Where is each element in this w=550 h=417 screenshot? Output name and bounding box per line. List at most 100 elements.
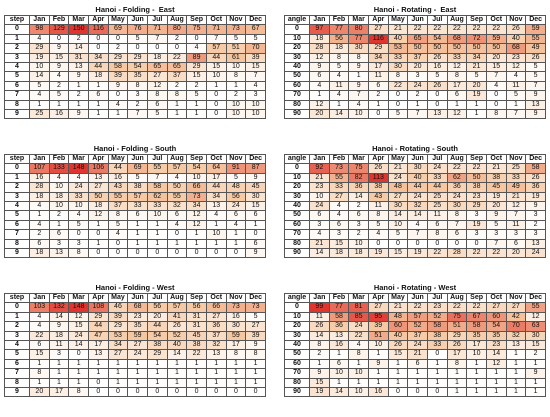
heat-cell: 62 (146, 191, 168, 203)
heat-cell: 73 (225, 24, 247, 35)
table-row: 2 28 10 24 27 43 38 58 50 66 44 48 45 (4, 182, 266, 193)
heat-cell: 40 (166, 340, 188, 351)
heat-cell: 22 (466, 302, 487, 313)
heat-cell: 3 (328, 229, 350, 240)
heat-cell: 98 (29, 24, 50, 35)
heat-cell: 9 (348, 62, 369, 73)
month-header: Feb (48, 292, 70, 304)
heat-cell: 22 (348, 330, 369, 342)
heat-cell: 9 (485, 210, 507, 221)
heat-cell: 1 (186, 238, 207, 250)
panel-title: Hanoi - Rotating - West (373, 283, 457, 292)
heat-cell: 21 (466, 62, 487, 73)
heat-cell: 39 (245, 52, 266, 64)
heat-cell: 73 (328, 163, 350, 174)
heat-cell: 22 (407, 24, 428, 35)
heat-cell: 1 (466, 387, 487, 398)
heat-cell: 34 (87, 52, 109, 64)
heat-cell: 3 (348, 219, 369, 231)
heat-cell: 43 (367, 191, 389, 203)
heat-cell: 27 (146, 71, 168, 82)
heat-cell: 33 (328, 182, 350, 193)
heat-cell: 68 (505, 43, 527, 54)
heat-cell: 46 (107, 302, 129, 313)
heat-cell: 0 (87, 43, 109, 54)
heat-cell: 24 (525, 248, 546, 259)
heat-cell: 2 (525, 219, 546, 231)
heat-cell: 1 (205, 358, 227, 370)
heat-cell: 9 (525, 368, 546, 379)
heat-cell: 3 (466, 229, 487, 240)
heat-cell: 44 (407, 182, 428, 193)
heat-cell: 35 (127, 321, 148, 332)
month-header: Sep (186, 292, 207, 304)
heat-cell: 24 (407, 340, 428, 351)
heat-cell: 75 (446, 311, 468, 323)
heat-cell: 16 (426, 62, 448, 73)
row-label: 80 (284, 377, 310, 389)
heat-cell: 4 (186, 43, 207, 54)
row-label: 7 (4, 229, 30, 240)
heat-cell: 1 (225, 377, 247, 389)
heat-cell: 1 (127, 229, 148, 240)
heatmap-table: angle Jan Feb Mar Apr May Jun Jul Aug Sep Oct Nov De… (284, 292, 546, 398)
month-header: Feb (48, 153, 70, 165)
heat-cell: 1 (348, 71, 369, 82)
table-row: 60 4 11 9 6 22 24 26 17 20 4 11 7 (284, 80, 546, 92)
heat-cell: 0 (205, 109, 227, 120)
row-label: 30 (284, 330, 310, 342)
heat-cell: 19 (29, 52, 50, 64)
heat-cell: 1 (225, 368, 247, 379)
heat-cell: 106 (87, 163, 109, 174)
table-row: 40 24 4 2 11 30 32 25 30 29 20 12 9 (284, 201, 546, 212)
heat-cell: 1 (205, 219, 227, 231)
heat-cell: 3 (48, 238, 70, 250)
heat-cell: 44 (426, 182, 448, 193)
heat-cell: 1 (407, 377, 428, 389)
table-row: 3 19 15 31 34 29 29 18 22 89 44 61 39 (4, 52, 266, 64)
month-header: Dec (245, 292, 266, 304)
heat-cell: 80 (166, 24, 188, 35)
heat-cell: 2 (348, 201, 369, 212)
heat-cell: 1 (407, 99, 428, 111)
month-header: Jun (407, 153, 428, 165)
heat-cell: 17 (446, 80, 468, 92)
heat-cell: 20 (466, 80, 487, 92)
heat-cell: 4 (68, 210, 89, 221)
heat-cell: 10 (309, 191, 330, 203)
heat-cell: 1 (29, 99, 50, 111)
heat-cell: 34 (186, 201, 207, 212)
heat-cell: 27 (505, 302, 527, 313)
heat-cell: 12 (505, 62, 527, 73)
heat-cell: 0 (407, 238, 428, 250)
heat-cell: 58 (525, 163, 546, 174)
heat-cell: 5 (485, 219, 507, 231)
heat-cell: 54 (186, 163, 207, 174)
heat-cell: 38 (186, 340, 207, 351)
heatmap-table: angle Jan Feb Mar Apr May Jun Jul Aug Sep Oct Nov De… (284, 14, 546, 120)
heat-cell: 0 (367, 238, 389, 250)
heat-cell: 0 (225, 387, 247, 398)
panel-folding-east: Hanoi - Folding - East step Jan Feb Mar Apr M… (4, 5, 266, 120)
heat-cell: 44 (87, 321, 109, 332)
heat-cell: 148 (68, 163, 89, 174)
heat-cell: 15 (328, 238, 350, 250)
heat-cell: 24 (68, 330, 89, 342)
heat-cell: 15 (205, 62, 227, 73)
heat-cell: 16 (48, 109, 70, 120)
heat-cell: 58 (466, 321, 487, 332)
heat-cell: 4 (107, 99, 129, 111)
heat-cell: 31 (186, 311, 207, 323)
heat-cell: 27 (205, 311, 227, 323)
heat-cell: 76 (127, 24, 148, 35)
heat-cell: 6 (245, 238, 266, 250)
table-row: 0 97 77 80 27 21 22 22 22 22 22 26 59 (284, 24, 546, 35)
table-row: 40 8 16 4 10 26 24 33 26 17 23 13 15 (284, 340, 546, 351)
heatmap-table: step Jan Feb Mar Apr May Jun Jul Aug Sep Oct Nov Dec… (4, 14, 266, 120)
panel-rotating-west: Hanoi - Rotating - West angle Jan Feb Mar Ap… (284, 283, 546, 398)
heat-cell: 4 (348, 340, 369, 351)
heat-cell: 73 (186, 191, 207, 203)
heat-cell: 2 (48, 80, 70, 92)
heat-cell: 39 (245, 330, 266, 342)
heat-cell: 22 (446, 302, 468, 313)
